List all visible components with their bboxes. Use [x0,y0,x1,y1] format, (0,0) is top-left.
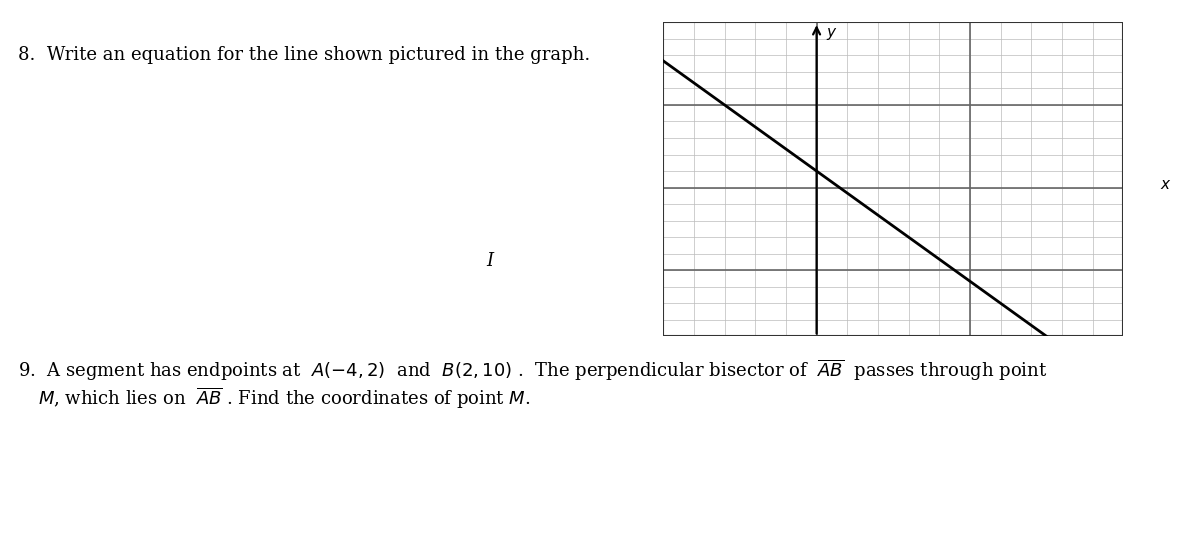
Text: $y$: $y$ [826,26,838,42]
Text: 9.  A segment has endpoints at  $A(-4, 2)$  and  $B(2, 10)$ .  The perpendicular: 9. A segment has endpoints at $A(-4, 2)$… [18,358,1047,384]
Text: $M$, which lies on  $\overline{AB}$ . Find the coordinates of point $M$.: $M$, which lies on $\overline{AB}$ . Fin… [38,386,531,411]
Text: 8.  Write an equation for the line shown pictured in the graph.: 8. Write an equation for the line shown … [18,46,590,64]
Text: $x$: $x$ [1160,178,1171,192]
Text: I: I [486,252,494,270]
